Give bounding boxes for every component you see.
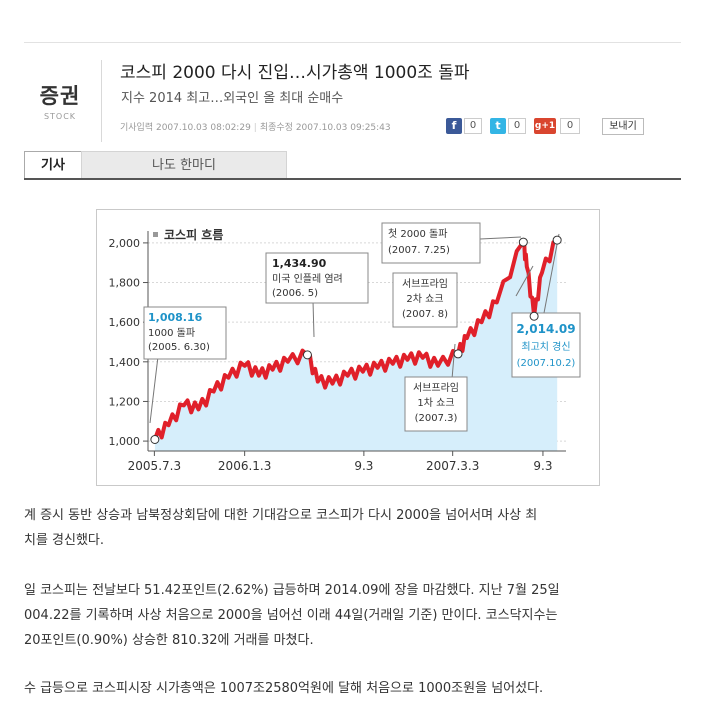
event-marker <box>552 235 562 245</box>
annotation-label: 최고치 경신 <box>521 340 570 353</box>
leader-record <box>543 233 560 314</box>
y-tick-label: 1,400 <box>109 356 141 369</box>
event-marker <box>518 237 528 247</box>
tab-comment[interactable]: 나도 한마디 <box>81 151 287 179</box>
leader-first2000 <box>479 236 522 240</box>
article-subtitle: 지수 2014 최고…외국인 올 최대 순매수 <box>121 91 344 106</box>
annotation-date: (2007. 7.25) <box>388 245 450 256</box>
gplus-icon[interactable]: g+1 <box>534 118 556 134</box>
annotation-subprime1: 서브프라임 1차 쇼크 (2007.3) <box>404 376 468 432</box>
tab-article[interactable]: 기사 <box>24 151 82 179</box>
facebook-icon[interactable]: f <box>446 118 462 134</box>
event-markers <box>150 235 562 445</box>
x-tick-label: 9.3 <box>354 459 373 473</box>
annotation-label: 1000 돌파 <box>148 327 195 339</box>
annotation-value: 1,434.90 <box>272 257 327 270</box>
event-marker <box>529 311 539 321</box>
section-subtitle: STOCK <box>43 112 77 121</box>
annotation-date: (2007.10.2) <box>517 358 576 369</box>
annotation-date: (2007.3) <box>415 413 458 424</box>
event-marker <box>453 349 463 359</box>
header-divider <box>101 60 102 142</box>
leader-subprime2 <box>515 265 534 297</box>
annotation-record: 2,014.09 최고치 경신 (2007.10.2) <box>511 312 581 378</box>
title-bullet-icon <box>153 232 158 237</box>
annotation-label: 2차 쇼크 <box>406 293 443 305</box>
facebook-count: 0 <box>464 118 482 134</box>
annotation-label: 첫 2000 돌파 <box>388 228 447 240</box>
event-marker <box>150 435 160 445</box>
body-line: 004.22를 기록하며 사상 처음으로 2000을 넘어선 이래 44일(거래… <box>24 608 558 623</box>
twitter-count: 0 <box>508 118 526 134</box>
annotation-date: (2005. 6.30) <box>148 342 210 353</box>
body-line: 20포인트(0.90%) 상승한 810.32에 거래를 마쳤다. <box>24 633 314 648</box>
kospi-chart: 2,000 1,800 1,600 1,400 1,200 1,000 2005.7.3 2… <box>96 209 600 486</box>
x-tick-label: 2006.1.3 <box>218 459 271 473</box>
tabs-underline <box>24 178 681 180</box>
leader-subprime1 <box>451 343 456 380</box>
published-time: 기사입력 2007.10.03 08:02:29 <box>120 123 251 133</box>
body-line: 치를 경신했다. <box>24 533 105 548</box>
series-line <box>153 238 559 441</box>
annotation-date: (2006. 5) <box>272 288 318 299</box>
twitter-icon[interactable]: t <box>490 118 506 134</box>
x-tick-labels: 2005.7.3 2006.1.3 9.3 2007.3.3 9.3 <box>128 451 552 473</box>
body-line: 수 급등으로 코스피시장 시가총액은 1007조2580억원에 달해 처음으로 … <box>24 681 544 696</box>
article-meta: 기사입력 2007.10.03 08:02:29 | 최종수정 2007.10.03… <box>120 120 391 133</box>
x-tick-label: 9.3 <box>533 459 552 473</box>
annotation-first2000: 첫 2000 돌파 (2007. 7.25) <box>381 222 481 264</box>
annotation-subprime2: 서브프라임 2차 쇼크 (2007. 8) <box>392 272 458 328</box>
x-tick-label: 2005.7.3 <box>128 459 181 473</box>
y-tick-label: 1,000 <box>109 435 141 448</box>
send-button[interactable]: 보내기 <box>602 118 644 135</box>
modified-time: 최종수정 2007.10.03 09:25:43 <box>259 123 391 133</box>
top-divider <box>24 42 681 43</box>
x-tick-label: 2007.3.3 <box>426 459 479 473</box>
gplus-count: 0 <box>560 118 580 134</box>
leader-inflation <box>312 300 315 338</box>
body-line: 일 코스피는 전날보다 51.42포인트(2.62%) 급등하며 2014.09… <box>24 583 560 598</box>
annotation-label: 1차 쇼크 <box>417 397 454 409</box>
annotation-1000: 1,008.16 1000 돌파 (2005. 6.30) <box>143 306 227 360</box>
event-marker <box>302 350 312 360</box>
section-label: 증권 STOCK <box>30 80 90 121</box>
article-title: 코스피 2000 다시 진입…시가총액 1000조 돌파 <box>120 63 470 83</box>
body-line: 계 증시 동반 상승과 남북정상회담에 대한 기대감으로 코스피가 다시 200… <box>24 508 538 523</box>
annotation-label: 서브프라임 <box>413 381 459 394</box>
y-tick-label: 2,000 <box>109 237 141 250</box>
section-title: 증권 <box>39 84 81 108</box>
y-tick-label: 1,800 <box>109 277 141 290</box>
y-tick-label: 1,600 <box>109 316 141 329</box>
y-tick-labels: 2,000 1,800 1,600 1,400 1,200 1,000 <box>109 237 148 448</box>
annotation-value: 2,014.09 <box>516 322 575 336</box>
annotation-inflation: 1,434.90 미국 인플레 염려 (2006. 5) <box>265 252 369 304</box>
annotation-label: 미국 인플레 염려 <box>272 273 343 285</box>
chart-title: 코스피 흐름 <box>164 227 223 242</box>
annotation-date: (2007. 8) <box>402 309 448 320</box>
y-tick-label: 1,200 <box>109 395 141 408</box>
meta-separator: | <box>253 123 257 133</box>
annotation-label: 서브프라임 <box>402 277 448 290</box>
annotation-value: 1,008.16 <box>148 311 203 324</box>
